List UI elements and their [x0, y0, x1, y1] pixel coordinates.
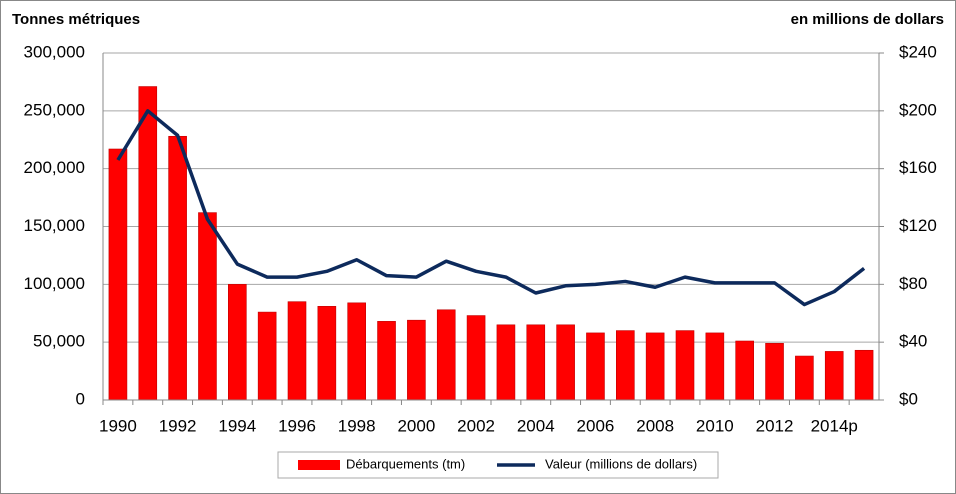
x-tick-label: 2000 — [397, 416, 435, 435]
bar — [138, 86, 158, 401]
bar — [854, 349, 874, 401]
x-tick-label: 2004 — [517, 416, 555, 435]
y2-tick-label: $120 — [899, 216, 937, 235]
legend-swatch — [298, 460, 340, 470]
bar — [616, 330, 635, 401]
x-tick-label: 2010 — [696, 416, 734, 435]
y-tick-label: 100,000 — [24, 274, 85, 293]
y2-tick-label: $240 — [899, 42, 937, 61]
x-tick-label: 1990 — [99, 416, 137, 435]
bar — [586, 332, 605, 401]
y2-tick-label: $40 — [899, 332, 927, 351]
y-tick-label: 250,000 — [24, 100, 85, 119]
y-tick-label: 50,000 — [33, 332, 85, 351]
bar — [347, 302, 366, 401]
bar — [466, 315, 486, 401]
x-tick-label: 2014p — [811, 416, 858, 435]
bar — [168, 135, 187, 401]
x-tick-label: 1998 — [338, 416, 376, 435]
legend-label: Valeur (millions de dollars) — [545, 456, 697, 471]
bar — [108, 148, 128, 401]
y2-tick-label: $80 — [899, 274, 927, 293]
bar — [705, 332, 725, 401]
bar — [795, 355, 814, 401]
x-tick-label: 2002 — [457, 416, 495, 435]
bar — [675, 330, 695, 401]
bar — [257, 311, 277, 401]
x-tick-label: 1996 — [278, 416, 316, 435]
bar — [228, 284, 247, 401]
x-tick-label: 2012 — [756, 416, 794, 435]
line — [116, 109, 866, 307]
bar — [735, 340, 754, 401]
bar — [765, 343, 784, 401]
bar — [526, 324, 546, 401]
y2-axis-label: en millions de dollars — [791, 11, 944, 28]
y2-tick-label: $160 — [899, 158, 937, 177]
bar — [496, 324, 516, 401]
bar — [287, 301, 307, 401]
bar — [198, 212, 217, 401]
y-tick-label: 300,000 — [24, 42, 85, 61]
y2-tick-label: $200 — [899, 100, 937, 119]
y-tick-label: 200,000 — [24, 158, 85, 177]
bar — [645, 332, 665, 401]
legend-label: Débarquements (tm) — [346, 456, 465, 471]
x-tick-label: 2008 — [636, 416, 674, 435]
x-tick-label: 1994 — [218, 416, 256, 435]
bar — [317, 306, 337, 401]
bar — [556, 324, 575, 401]
y-tick-label: 0 — [76, 389, 85, 408]
y2-tick-label: $0 — [899, 389, 918, 408]
bar — [436, 309, 456, 401]
x-tick-label: 1992 — [159, 416, 197, 435]
bar — [407, 319, 426, 401]
y-tick-label: 150,000 — [24, 216, 85, 235]
y-axis-label: Tonnes métriques — [12, 11, 140, 28]
bar — [824, 351, 844, 401]
x-tick-label: 2006 — [577, 416, 615, 435]
bar — [377, 321, 396, 401]
